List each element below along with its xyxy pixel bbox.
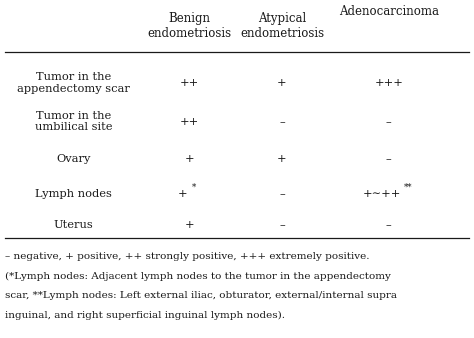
- Text: –: –: [279, 189, 285, 199]
- Text: +: +: [185, 154, 194, 164]
- Text: +++: +++: [374, 78, 403, 88]
- Text: Atypical
endometriosis: Atypical endometriosis: [240, 12, 324, 40]
- Text: scar, **Lymph nodes: Left external iliac, obturator, external/internal supra: scar, **Lymph nodes: Left external iliac…: [5, 291, 397, 300]
- Text: ++: ++: [180, 78, 199, 88]
- Text: Tumor in the
umbilical site: Tumor in the umbilical site: [35, 111, 112, 132]
- Text: *: *: [192, 183, 196, 191]
- Text: +: +: [178, 189, 187, 199]
- Text: +: +: [185, 220, 194, 230]
- Text: Tumor in the
appendectomy scar: Tumor in the appendectomy scar: [17, 72, 130, 94]
- Text: Lymph nodes: Lymph nodes: [35, 189, 112, 199]
- Text: Ovary: Ovary: [56, 154, 91, 164]
- Text: ++: ++: [180, 117, 199, 127]
- Text: –: –: [279, 220, 285, 230]
- Text: (*Lymph nodes: Adjacent lymph nodes to the tumor in the appendectomy: (*Lymph nodes: Adjacent lymph nodes to t…: [5, 271, 391, 281]
- Text: +: +: [277, 78, 287, 88]
- Text: –: –: [386, 117, 392, 127]
- Text: +: +: [277, 154, 287, 164]
- Text: Adenocarcinoma: Adenocarcinoma: [339, 5, 438, 18]
- Text: **: **: [403, 183, 412, 191]
- Text: Uterus: Uterus: [54, 220, 93, 230]
- Text: inguinal, and right superficial inguinal lymph nodes).: inguinal, and right superficial inguinal…: [5, 311, 285, 320]
- Text: –: –: [279, 117, 285, 127]
- Text: –: –: [386, 154, 392, 164]
- Text: Benign
endometriosis: Benign endometriosis: [147, 12, 232, 40]
- Text: –: –: [386, 220, 392, 230]
- Text: – negative, + positive, ++ strongly positive, +++ extremely positive.: – negative, + positive, ++ strongly posi…: [5, 252, 369, 261]
- Text: +∼++: +∼++: [363, 189, 401, 199]
